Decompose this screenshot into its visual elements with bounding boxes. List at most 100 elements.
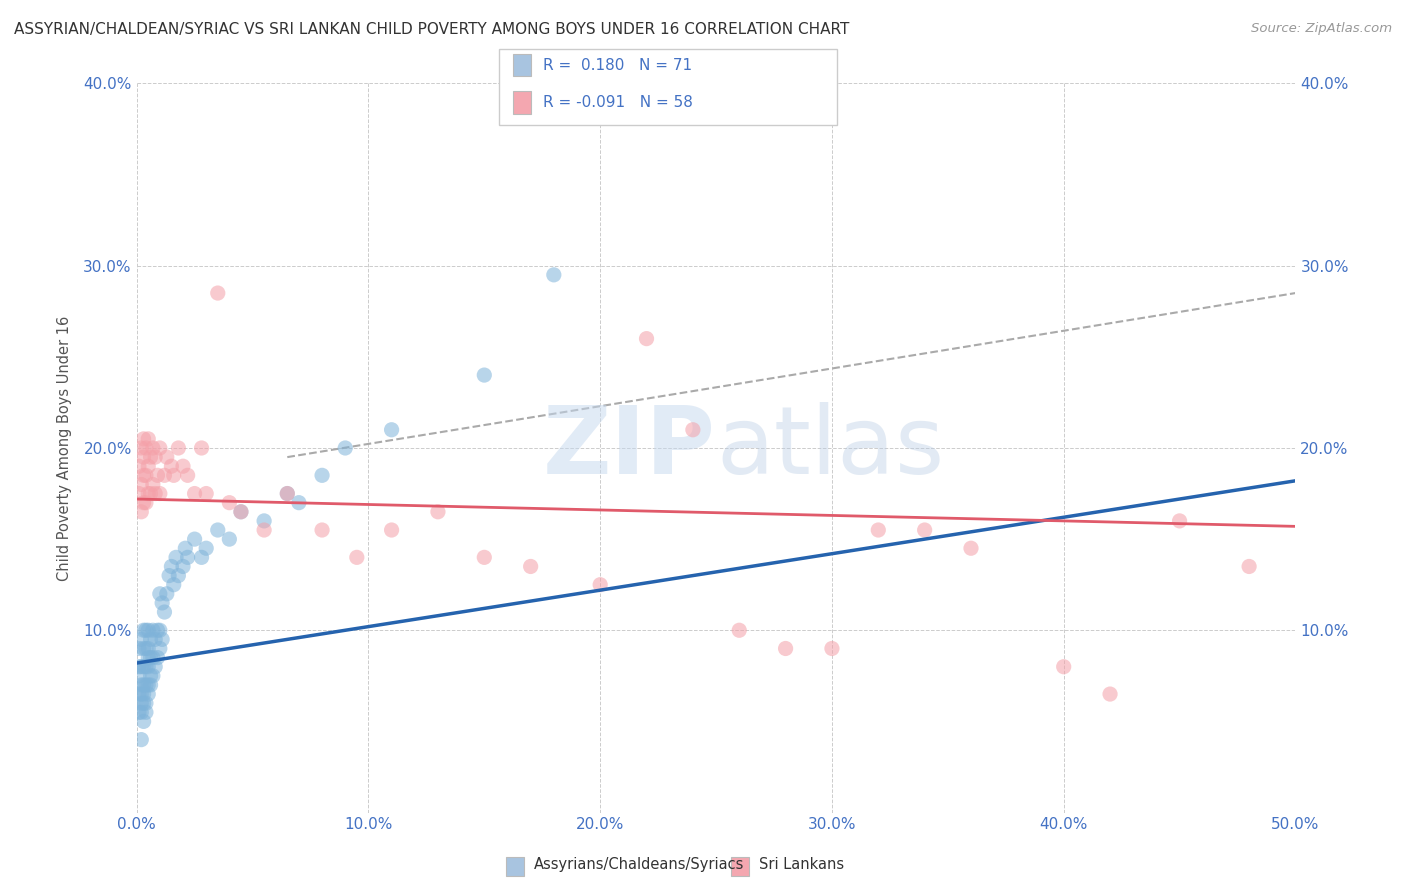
Point xyxy=(346,550,368,565)
Text: Sri Lankans: Sri Lankans xyxy=(759,857,845,871)
Point xyxy=(129,505,152,519)
Point xyxy=(868,523,890,537)
Point xyxy=(128,687,150,701)
Point xyxy=(128,459,150,474)
Point xyxy=(132,496,155,510)
Point xyxy=(129,659,152,673)
Point xyxy=(426,505,449,519)
Point xyxy=(139,450,162,464)
Point xyxy=(136,687,159,701)
Point xyxy=(174,541,197,556)
Point xyxy=(129,732,152,747)
Point xyxy=(335,441,357,455)
Text: Source: ZipAtlas.com: Source: ZipAtlas.com xyxy=(1251,22,1392,36)
Point xyxy=(172,459,194,474)
Point xyxy=(167,568,190,582)
Point xyxy=(167,441,190,455)
Point xyxy=(176,550,198,565)
Point xyxy=(142,441,165,455)
Point xyxy=(229,505,252,519)
Point xyxy=(142,669,165,683)
Point xyxy=(157,568,180,582)
Point xyxy=(821,641,844,656)
Point xyxy=(960,541,983,556)
Point xyxy=(142,477,165,491)
Point xyxy=(128,486,150,500)
Point xyxy=(132,714,155,729)
Point xyxy=(207,523,229,537)
Point xyxy=(129,687,152,701)
Point xyxy=(139,678,162,692)
Point xyxy=(914,523,936,537)
Point xyxy=(543,268,565,282)
Point xyxy=(136,486,159,500)
Point xyxy=(143,659,166,673)
Point xyxy=(311,468,333,483)
Text: Assyrians/Chaldeans/Syriacs: Assyrians/Chaldeans/Syriacs xyxy=(534,857,745,871)
Point xyxy=(128,659,150,673)
Point xyxy=(135,678,157,692)
Point xyxy=(132,687,155,701)
Point xyxy=(146,624,169,638)
Point xyxy=(1237,559,1260,574)
Point xyxy=(149,587,172,601)
Point xyxy=(150,632,173,647)
Text: ASSYRIAN/CHALDEAN/SYRIAC VS SRI LANKAN CHILD POVERTY AMONG BOYS UNDER 16 CORRELA: ASSYRIAN/CHALDEAN/SYRIAC VS SRI LANKAN C… xyxy=(14,22,849,37)
Point xyxy=(139,632,162,647)
Point xyxy=(276,486,298,500)
Point xyxy=(589,577,612,591)
Point xyxy=(135,624,157,638)
Point xyxy=(153,468,176,483)
Point xyxy=(207,286,229,301)
Point xyxy=(153,605,176,619)
Point xyxy=(163,468,186,483)
Point xyxy=(288,496,311,510)
Point xyxy=(135,468,157,483)
Point xyxy=(195,486,218,500)
Point xyxy=(146,650,169,665)
Point xyxy=(143,450,166,464)
Point xyxy=(135,496,157,510)
Point xyxy=(142,624,165,638)
Text: R = -0.091   N = 58: R = -0.091 N = 58 xyxy=(543,95,693,110)
Point xyxy=(132,678,155,692)
Text: ZIP: ZIP xyxy=(543,402,716,494)
Point xyxy=(132,432,155,446)
Point xyxy=(129,696,152,710)
Point xyxy=(143,632,166,647)
Point xyxy=(132,450,155,464)
Point xyxy=(156,587,179,601)
Point xyxy=(1168,514,1191,528)
Point xyxy=(142,650,165,665)
Point xyxy=(472,368,495,382)
Point xyxy=(132,624,155,638)
Point xyxy=(519,559,541,574)
Point xyxy=(149,486,172,500)
Point xyxy=(775,641,797,656)
Point xyxy=(183,486,205,500)
Point xyxy=(1099,687,1122,701)
Point xyxy=(253,514,276,528)
Point xyxy=(149,441,172,455)
Point xyxy=(136,459,159,474)
Point xyxy=(135,641,157,656)
Point xyxy=(129,477,152,491)
Text: atlas: atlas xyxy=(716,402,945,494)
Point xyxy=(183,532,205,546)
Point xyxy=(172,559,194,574)
Y-axis label: Child Poverty Among Boys Under 16: Child Poverty Among Boys Under 16 xyxy=(58,316,72,581)
Point xyxy=(139,650,162,665)
Point xyxy=(160,559,183,574)
Point xyxy=(253,523,276,537)
Point xyxy=(190,550,212,565)
Point xyxy=(136,678,159,692)
Point xyxy=(128,706,150,720)
Point xyxy=(682,423,704,437)
Point xyxy=(136,659,159,673)
Point xyxy=(156,450,179,464)
Point xyxy=(129,632,152,647)
Point xyxy=(165,550,187,565)
Point xyxy=(128,641,150,656)
Point xyxy=(132,641,155,656)
Point xyxy=(129,441,152,455)
